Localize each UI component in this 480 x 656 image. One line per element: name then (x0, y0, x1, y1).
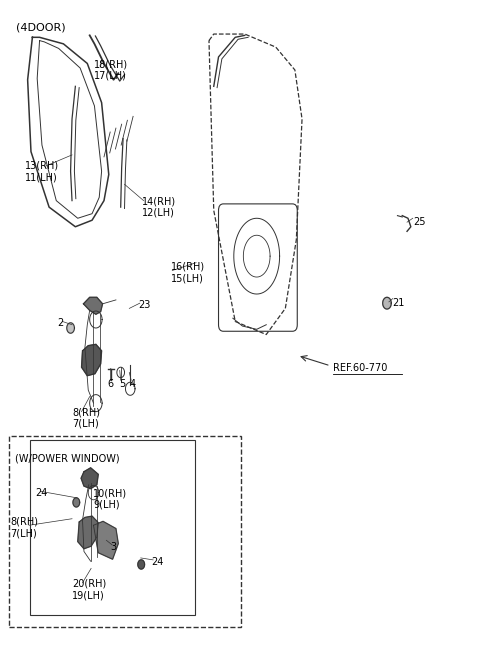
Text: 20(RH)
19(LH): 20(RH) 19(LH) (72, 579, 106, 600)
Polygon shape (94, 522, 118, 560)
Polygon shape (73, 498, 80, 507)
Text: 14(RH)
12(LH): 14(RH) 12(LH) (142, 196, 176, 218)
Bar (30, 440, 195, 615)
Text: 10(RH)
9(LH): 10(RH) 9(LH) (93, 488, 127, 510)
Text: 13(RH)
11(LH): 13(RH) 11(LH) (25, 161, 60, 182)
Polygon shape (82, 344, 102, 376)
Polygon shape (78, 516, 98, 549)
Text: 16(RH)
15(LH): 16(RH) 15(LH) (171, 262, 205, 283)
Text: 8(RH)
7(LH): 8(RH) 7(LH) (10, 516, 38, 538)
Text: 4: 4 (129, 379, 135, 388)
Text: (W/POWER WINDOW): (W/POWER WINDOW) (15, 454, 120, 464)
Text: 8(RH)
7(LH): 8(RH) 7(LH) (72, 407, 100, 429)
Text: 2: 2 (58, 318, 64, 328)
Text: 18(RH)
17(LH): 18(RH) 17(LH) (95, 59, 129, 81)
Text: 24: 24 (152, 557, 164, 567)
Text: 3: 3 (110, 542, 116, 552)
Polygon shape (84, 297, 103, 314)
Text: 6: 6 (108, 379, 113, 388)
Polygon shape (67, 323, 74, 333)
Polygon shape (138, 560, 144, 569)
Polygon shape (81, 468, 98, 489)
Text: REF.60-770: REF.60-770 (333, 363, 387, 373)
Text: 21: 21 (392, 298, 404, 308)
Text: (4DOOR): (4DOOR) (16, 22, 65, 32)
Bar (9, 436, 241, 627)
Text: 5: 5 (119, 379, 125, 388)
Text: 25: 25 (413, 217, 425, 227)
Text: 23: 23 (138, 300, 151, 310)
Text: 24: 24 (36, 487, 48, 498)
Polygon shape (383, 297, 391, 309)
